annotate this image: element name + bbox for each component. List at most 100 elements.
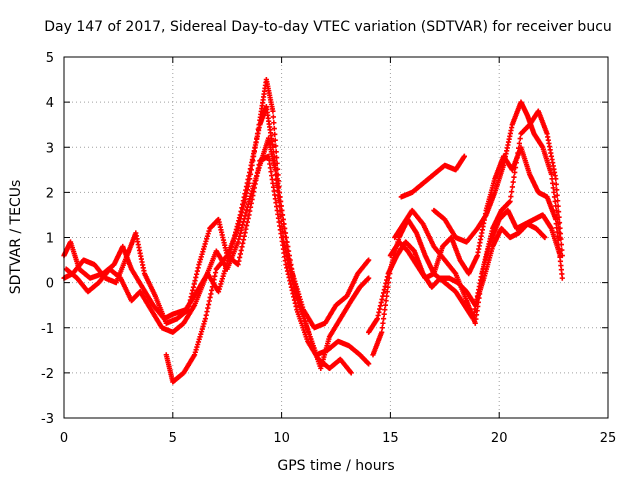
series-track-3 bbox=[63, 135, 372, 367]
data-point bbox=[514, 155, 520, 161]
data-point bbox=[272, 131, 278, 137]
data-point bbox=[270, 108, 276, 114]
data-point bbox=[366, 275, 372, 281]
x-axis-label: GPS time / hours bbox=[277, 458, 394, 474]
data-point bbox=[255, 126, 261, 132]
data-point bbox=[550, 180, 556, 186]
y-tick-label: 1 bbox=[46, 232, 54, 247]
data-point bbox=[512, 164, 519, 171]
data-point bbox=[382, 307, 388, 313]
data-point bbox=[558, 236, 564, 242]
y-tick-label: 5 bbox=[46, 51, 54, 66]
data-point bbox=[274, 154, 280, 161]
data-point bbox=[348, 370, 354, 376]
data-point bbox=[247, 176, 253, 182]
x-tick-label: 10 bbox=[273, 431, 290, 446]
data-point bbox=[550, 185, 556, 191]
data-point bbox=[254, 135, 260, 141]
data-point bbox=[517, 135, 523, 142]
y-tick-label: -1 bbox=[41, 322, 54, 337]
data-point bbox=[380, 320, 386, 326]
y-axis-label: SDTVAR / TECUs bbox=[8, 180, 24, 295]
data-point bbox=[366, 361, 372, 367]
data-point bbox=[553, 181, 559, 187]
x-tick-label: 20 bbox=[491, 431, 508, 446]
y-tick-label: -3 bbox=[41, 412, 54, 427]
data-point bbox=[248, 167, 254, 173]
data-point bbox=[548, 171, 555, 177]
x-tick-label: 0 bbox=[60, 431, 68, 446]
data-point bbox=[553, 176, 559, 182]
data-point bbox=[250, 158, 256, 164]
data-point bbox=[253, 140, 259, 146]
data-point bbox=[249, 162, 255, 168]
data-point bbox=[554, 192, 560, 198]
x-tick-label: 25 bbox=[600, 431, 617, 446]
data-point bbox=[383, 298, 389, 304]
data-point bbox=[251, 149, 257, 155]
series-track-6 bbox=[387, 144, 565, 281]
data-point bbox=[256, 122, 262, 128]
data-point bbox=[507, 198, 513, 204]
data-point bbox=[246, 180, 252, 186]
data-point bbox=[254, 131, 261, 137]
data-point bbox=[557, 225, 563, 231]
data-point bbox=[380, 316, 387, 322]
series-track-7 bbox=[398, 153, 467, 200]
series-track-10 bbox=[366, 221, 548, 335]
data-point bbox=[509, 189, 515, 195]
data-point bbox=[557, 231, 564, 237]
data-point bbox=[366, 257, 372, 263]
data-point bbox=[270, 114, 276, 120]
data-point bbox=[554, 187, 560, 193]
data-point bbox=[556, 220, 563, 226]
data-point bbox=[247, 171, 254, 177]
data-point bbox=[379, 325, 385, 331]
data-point bbox=[509, 184, 516, 190]
data-point bbox=[555, 209, 562, 215]
data-point bbox=[512, 169, 518, 175]
data-point bbox=[515, 150, 521, 156]
data-point bbox=[276, 198, 282, 204]
data-point bbox=[555, 198, 561, 204]
data-point bbox=[461, 153, 467, 159]
data-point bbox=[511, 174, 517, 180]
data-point bbox=[274, 182, 280, 188]
data-point bbox=[251, 153, 257, 159]
data-point bbox=[510, 179, 516, 185]
data-point bbox=[273, 149, 279, 155]
data-point bbox=[273, 143, 279, 149]
data-point bbox=[272, 167, 278, 173]
y-tick-label: 3 bbox=[46, 141, 54, 156]
data-point bbox=[556, 214, 562, 220]
data-point bbox=[272, 137, 278, 143]
y-tick-label: 4 bbox=[46, 96, 54, 111]
series-track-2 bbox=[61, 76, 372, 371]
data-point bbox=[559, 275, 565, 281]
data-point bbox=[516, 145, 522, 151]
plot-area bbox=[61, 76, 565, 385]
data-point bbox=[271, 120, 277, 126]
data-point bbox=[508, 193, 514, 200]
data-point bbox=[382, 302, 389, 308]
data-point bbox=[384, 289, 390, 295]
y-tick-label: -2 bbox=[41, 367, 54, 382]
data-point bbox=[542, 234, 548, 241]
series-track-8 bbox=[431, 99, 563, 245]
data-point bbox=[551, 189, 557, 195]
y-tick-label: 0 bbox=[46, 277, 54, 292]
data-point bbox=[252, 144, 258, 150]
data-point bbox=[271, 125, 277, 132]
data-point bbox=[551, 194, 558, 200]
data-point bbox=[559, 247, 565, 253]
chart-title: Day 147 of 2017, Sidereal Day-to-day VTE… bbox=[44, 19, 612, 35]
data-point bbox=[379, 329, 385, 335]
x-tick-label: 5 bbox=[169, 431, 177, 446]
series-track-4 bbox=[163, 153, 354, 385]
data-point bbox=[381, 311, 387, 317]
data-point bbox=[559, 252, 565, 259]
y-tick-label: 2 bbox=[46, 186, 54, 201]
data-point bbox=[558, 241, 564, 248]
axis-ticks: 0 5 10 15 20 25 -3 -2 -1 0 1 2 3 4 5 bbox=[41, 51, 616, 446]
